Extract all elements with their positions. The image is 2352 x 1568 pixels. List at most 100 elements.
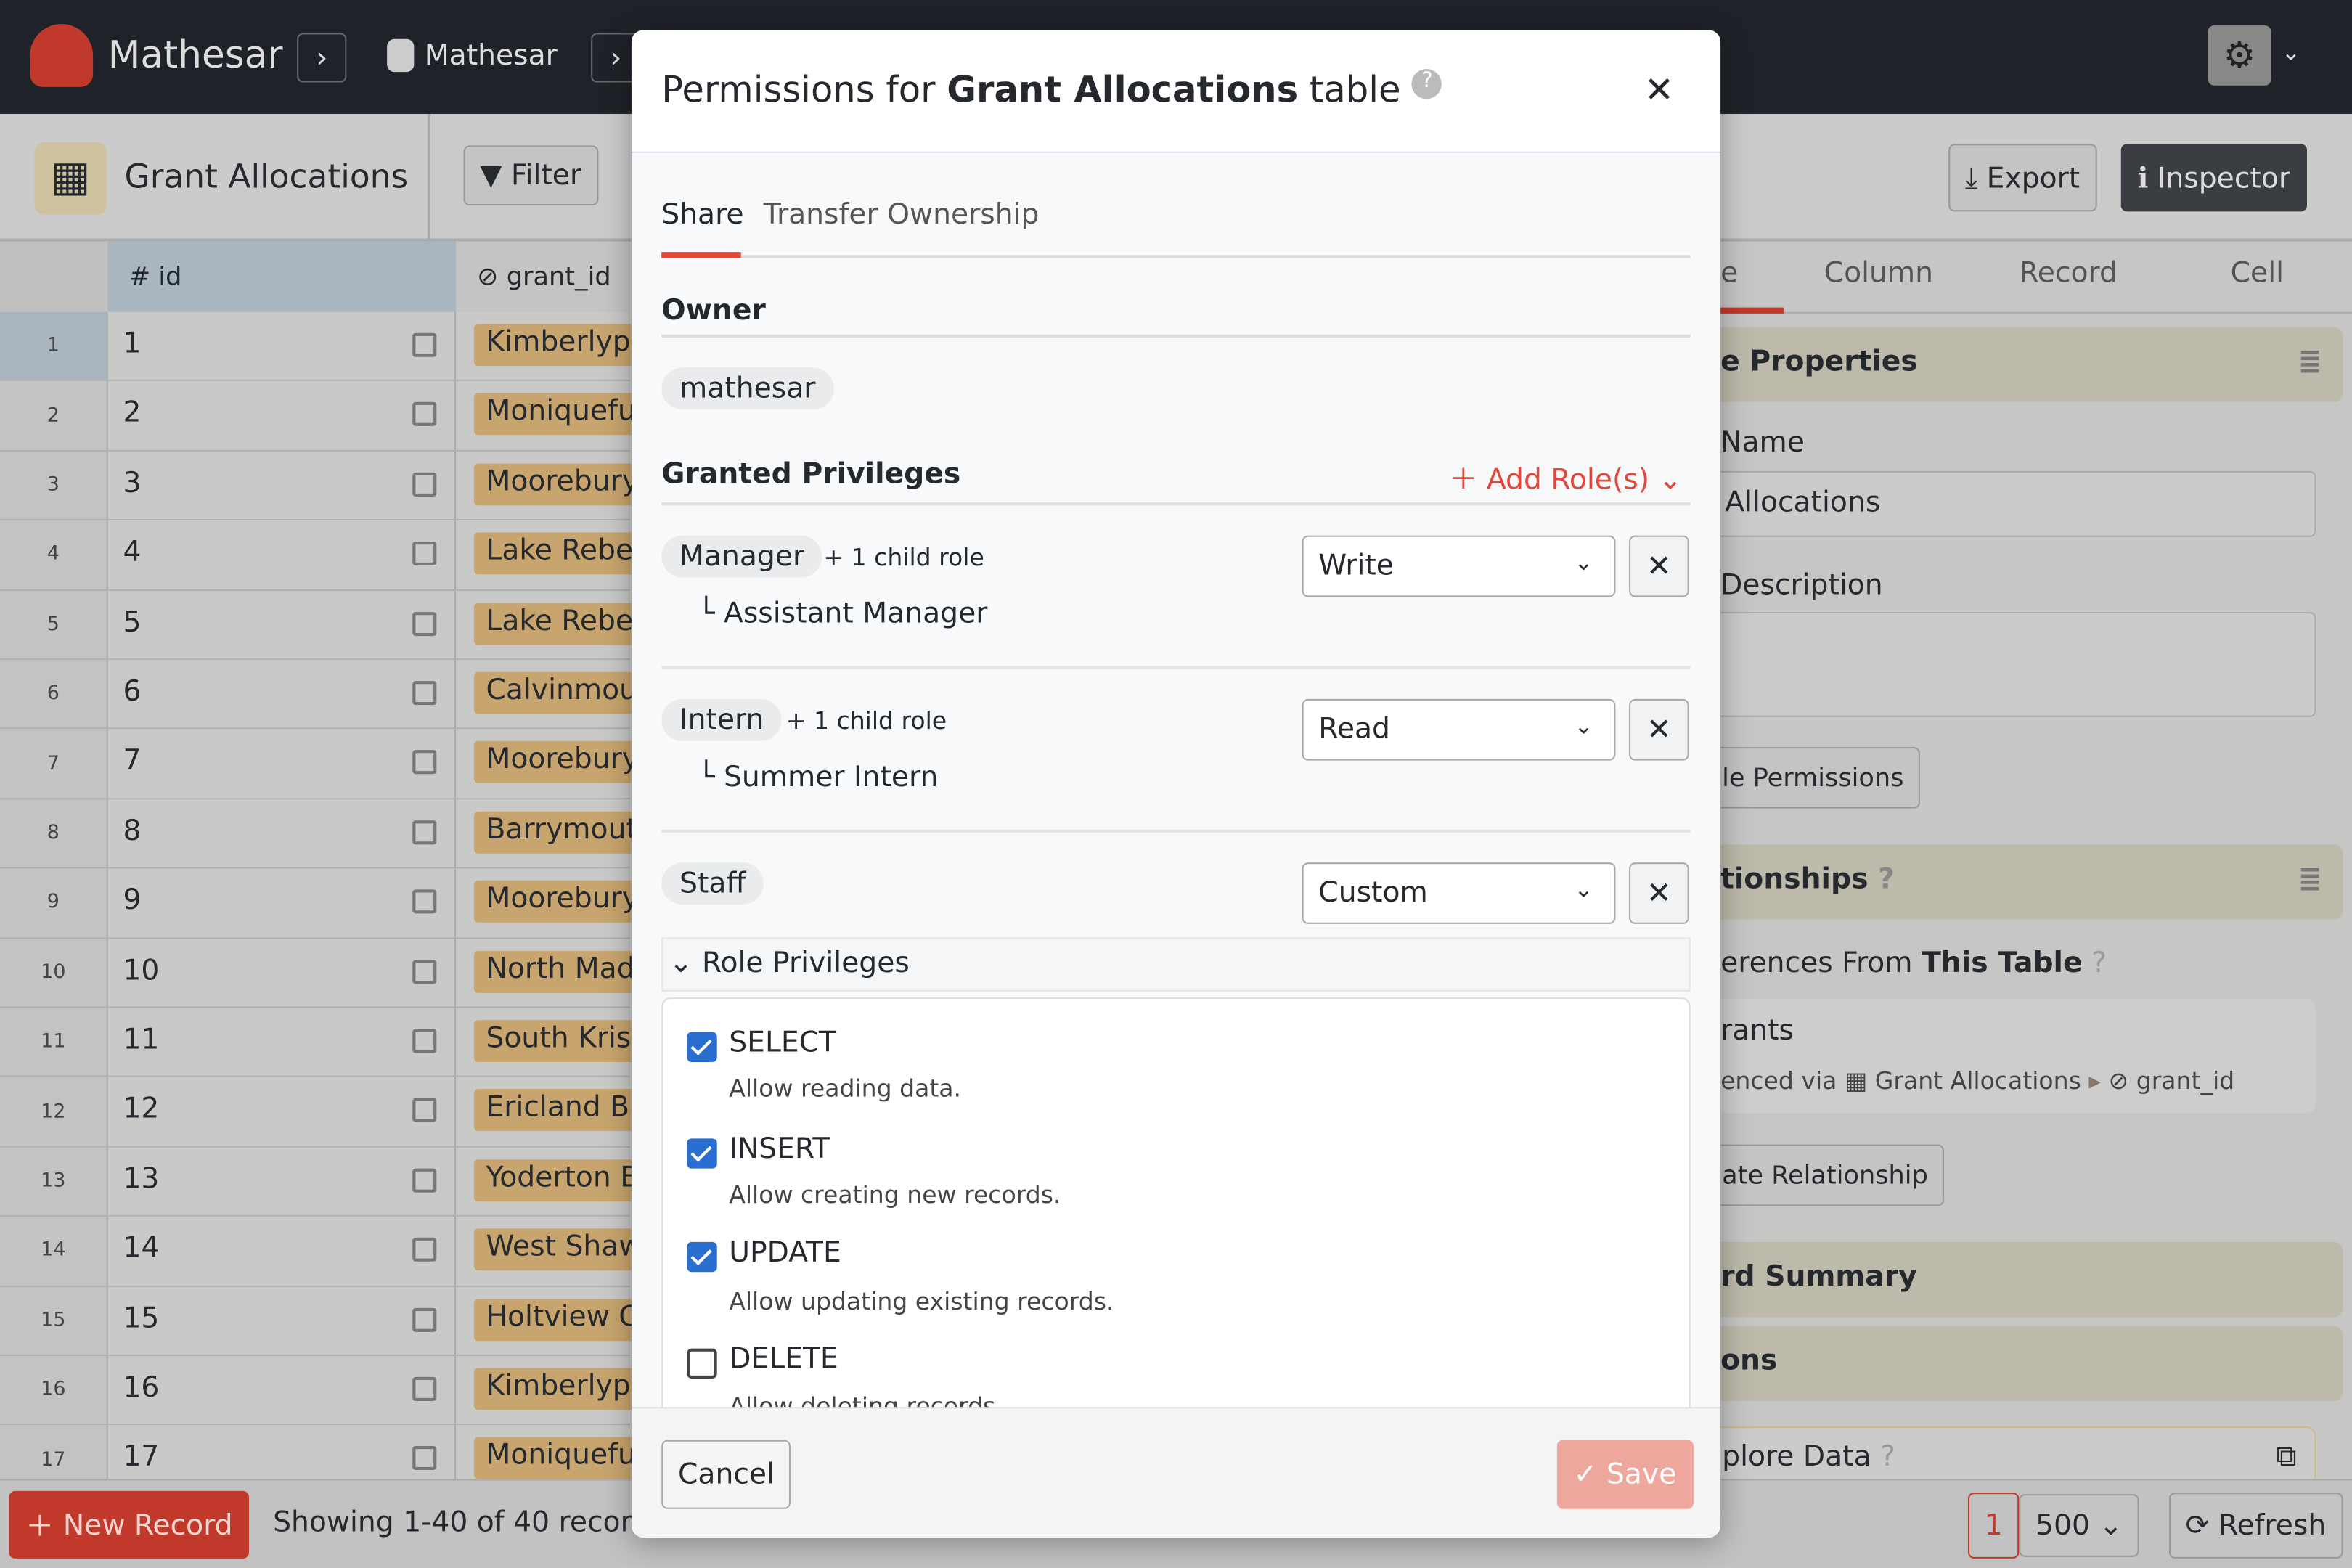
row-number[interactable]: 4 <box>0 520 108 589</box>
grant-id-cell[interactable]: Moorebury <box>456 451 640 520</box>
record-summary-section[interactable]: rd Summary <box>1720 1241 2343 1318</box>
row-number[interactable]: 7 <box>0 730 108 798</box>
help-icon[interactable]: ? <box>1412 69 1442 99</box>
row-number[interactable]: 8 <box>0 799 108 867</box>
relationships-section[interactable]: tionships ? ≣ <box>1720 844 2343 920</box>
external-link-icon[interactable] <box>412 1307 437 1332</box>
role-privileges-toggle[interactable]: ⌄ Role Privileges <box>661 937 1691 992</box>
row-number[interactable]: 16 <box>0 1355 108 1424</box>
access-select-intern[interactable]: Read ⌄ <box>1302 698 1616 761</box>
grant-id-cell[interactable]: Lake Rebecca <box>456 590 640 659</box>
linked-record-chip[interactable]: Moorebury <box>473 881 640 923</box>
external-link-icon[interactable] <box>412 681 437 706</box>
tab-transfer-ownership[interactable]: Transfer Ownership <box>763 197 1040 232</box>
id-cell[interactable]: 13 <box>107 1147 457 1216</box>
grant-id-cell[interactable]: North Madison <box>456 938 640 1007</box>
select-checkbox[interactable] <box>687 1032 717 1062</box>
linked-record-chip[interactable]: Calvinmouth <box>473 671 640 714</box>
id-cell[interactable]: 16 <box>107 1355 457 1424</box>
table-row[interactable]: 6 6 Calvinmouth <box>0 660 640 730</box>
remove-role-button[interactable]: ✕ <box>1629 535 1689 597</box>
grant-id-cell[interactable]: South Kristen <box>456 1008 640 1077</box>
grant-id-cell[interactable]: Moorebury <box>456 730 640 798</box>
export-button[interactable]: ⤓ Export <box>1948 144 2096 212</box>
external-link-icon[interactable] <box>412 820 437 844</box>
cancel-button[interactable]: Cancel <box>661 1440 791 1509</box>
id-cell[interactable]: 5 <box>107 590 457 659</box>
insert-checkbox[interactable] <box>687 1138 717 1169</box>
table-row[interactable]: 2 2 Moniquefurt <box>0 381 640 452</box>
linked-record-chip[interactable]: Ericland Bu <box>473 1089 640 1132</box>
row-number[interactable]: 2 <box>0 381 108 450</box>
table-row[interactable]: 15 15 Holtview C <box>0 1286 640 1356</box>
table-row[interactable]: 4 4 Lake Rebecca <box>0 520 640 591</box>
row-number[interactable]: 6 <box>0 660 108 728</box>
row-number[interactable]: 10 <box>0 938 108 1007</box>
filter-button[interactable]: ▼ Filter <box>463 145 598 206</box>
external-link-icon[interactable] <box>412 1168 437 1193</box>
tab-cell[interactable]: Cell <box>2230 256 2284 290</box>
row-number[interactable]: 9 <box>0 868 108 937</box>
page-1-button[interactable]: 1 <box>1968 1492 2020 1559</box>
refresh-button[interactable]: ⟳ Refresh <box>2168 1492 2343 1559</box>
column-header-id[interactable]: # id <box>107 241 457 312</box>
grant-id-cell[interactable]: West Shaw <box>456 1217 640 1285</box>
tab-share[interactable]: Share <box>661 197 744 232</box>
add-roles-button[interactable]: ＋ Add Role(s) ⌄ <box>1449 463 1683 497</box>
id-cell[interactable]: 14 <box>107 1217 457 1285</box>
table-row[interactable]: 5 5 Lake Rebecca <box>0 590 640 661</box>
grant-id-cell[interactable]: Moorebury <box>456 868 640 937</box>
table-properties-section[interactable]: e Properties ≣ <box>1720 327 2343 402</box>
linked-record-chip[interactable]: Kimberlyport <box>473 1368 640 1410</box>
help-icon[interactable]: ? <box>1878 862 1895 896</box>
grant-id-cell[interactable]: Yoderton B <box>456 1147 640 1216</box>
grant-id-cell[interactable]: Calvinmouth <box>456 660 640 728</box>
explore-data-link[interactable]: plore Data ? ⧉ <box>1705 1426 2316 1487</box>
external-link-icon[interactable] <box>412 1238 437 1262</box>
external-link-icon[interactable] <box>412 1029 437 1053</box>
linked-record-chip[interactable]: Moorebury <box>473 741 640 784</box>
access-select-staff[interactable]: Custom ⌄ <box>1302 862 1616 924</box>
table-row[interactable]: 8 8 Barrymouth <box>0 799 640 869</box>
inspector-button[interactable]: ℹ Inspector <box>2120 144 2307 212</box>
id-cell[interactable]: 3 <box>107 451 457 520</box>
breadcrumb-chevron-icon[interactable]: › <box>297 33 347 83</box>
tab-table[interactable]: e <box>1720 256 1739 290</box>
linked-record-chip[interactable]: Lake Rebecca <box>473 602 640 645</box>
id-cell[interactable]: 8 <box>107 799 457 867</box>
page-size-select[interactable]: 500 ⌄ <box>2019 1494 2139 1557</box>
linked-record-chip[interactable]: South Kristen <box>473 1020 640 1062</box>
save-button[interactable]: ✓ Save <box>1556 1440 1693 1509</box>
linked-record-chip[interactable]: Moorebury <box>473 463 640 505</box>
grant-id-cell[interactable]: Holtview C <box>456 1286 640 1355</box>
reference-card[interactable]: rants enced via ▦ Grant Allocations ▸ ⊘ … <box>1705 999 2316 1114</box>
delete-checkbox[interactable] <box>687 1348 717 1379</box>
close-icon[interactable]: ✕ <box>1643 69 1675 111</box>
linked-record-chip[interactable]: Moniquefurt <box>473 1437 640 1480</box>
name-input[interactable]: Allocations <box>1705 470 2316 537</box>
row-number[interactable]: 5 <box>0 590 108 659</box>
external-link-icon[interactable] <box>412 889 437 914</box>
linked-record-chip[interactable]: Barrymouth <box>473 811 640 854</box>
external-link-icon[interactable] <box>412 332 437 357</box>
settings-button[interactable]: ⚙ <box>2208 25 2271 86</box>
table-row[interactable]: 16 16 Kimberlyport <box>0 1355 640 1426</box>
table-row[interactable]: 12 12 Ericland Bu <box>0 1077 640 1148</box>
grant-id-cell[interactable]: Kimberlyport <box>456 311 640 380</box>
id-cell[interactable]: 10 <box>107 938 457 1007</box>
id-cell[interactable]: 12 <box>107 1077 457 1146</box>
grant-id-cell[interactable]: Barrymouth <box>456 799 640 867</box>
database-breadcrumb[interactable]: Mathesar <box>424 38 558 73</box>
id-cell[interactable]: 9 <box>107 868 457 937</box>
row-number[interactable]: 15 <box>0 1286 108 1355</box>
table-row[interactable]: 9 9 Moorebury <box>0 868 640 939</box>
table-row[interactable]: 1 1 Kimberlyport <box>0 311 640 382</box>
table-permissions-button[interactable]: le Permissions <box>1705 747 1921 809</box>
table-row[interactable]: 11 11 South Kristen <box>0 1008 640 1078</box>
description-input[interactable] <box>1705 612 2316 717</box>
update-checkbox[interactable] <box>687 1241 717 1273</box>
row-number[interactable]: 1 <box>0 311 108 380</box>
external-link-icon[interactable] <box>412 542 437 566</box>
linked-record-chip[interactable]: Kimberlyport <box>473 324 640 367</box>
external-link-icon[interactable] <box>412 1098 437 1123</box>
